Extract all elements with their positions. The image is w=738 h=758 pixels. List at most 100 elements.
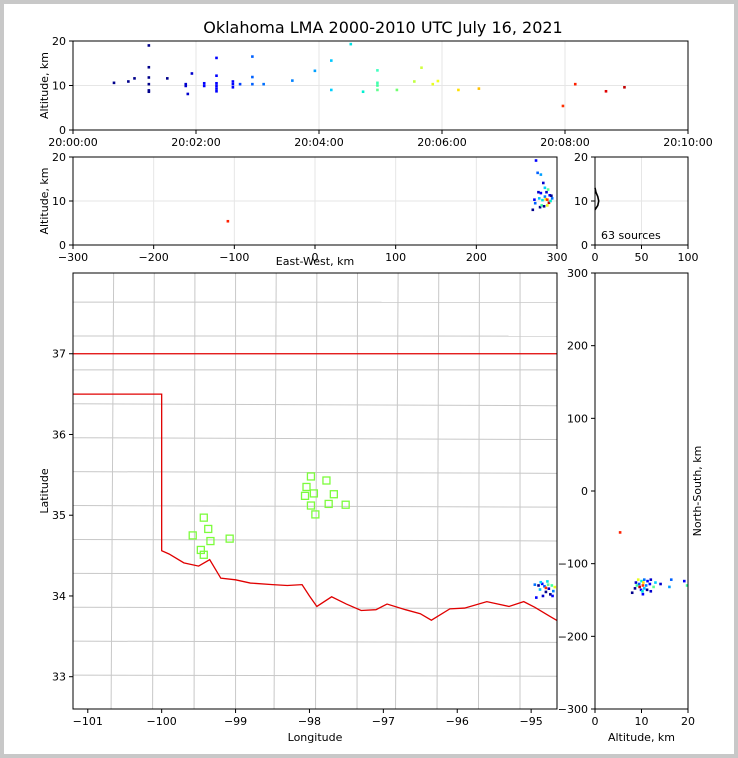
time-altitude-ylabel: Altitude, km [38, 52, 51, 119]
figure-title: Oklahoma LMA 2000-2010 UTC July 16, 2021 [203, 18, 562, 37]
time-altitude-point [330, 59, 333, 62]
time-altitude-point [251, 55, 254, 58]
altitude-northsouth-point [645, 588, 649, 592]
eastwest-altitude-point [537, 190, 540, 194]
lma-station-marker [302, 482, 311, 492]
eastwest-altitude-point [541, 198, 544, 202]
latitude-axis-tick-label: 34 [52, 590, 66, 603]
altitude-northsouth-point [637, 582, 641, 586]
lma-station-marker [311, 510, 320, 519]
eastwest-axis-tick-label: −100 [219, 251, 249, 264]
longitude-label: Longitude [288, 731, 343, 744]
plan-view-point [533, 583, 537, 586]
time-altitude-point [251, 82, 254, 86]
latitude-axis-tick-label: 35 [52, 509, 66, 522]
lma-station-marker [225, 534, 234, 543]
time-altitude-point [166, 77, 169, 80]
eastwest-altitude-point [226, 219, 230, 223]
time-altitude-point [238, 82, 242, 86]
time-altitude-point [313, 69, 317, 73]
altitude-xlabel: Altitude, km [608, 731, 675, 744]
eastwest-altitude-panel [72, 156, 558, 246]
county-line [110, 273, 115, 709]
time-altitude-point [215, 56, 218, 60]
eastwest-altitude-point [539, 191, 543, 195]
plan-view-point [544, 586, 548, 590]
time-altitude-point [420, 66, 423, 69]
time-altitude-point [147, 82, 151, 86]
time-altitude-point [376, 69, 379, 72]
altitude-northsouth-point [649, 578, 653, 581]
time-altitude-point [147, 76, 151, 79]
altitude-northsouth-point [642, 581, 645, 584]
eastwest-altitude-point [538, 205, 542, 209]
eastwest-altitude-point [550, 194, 553, 198]
plan-view-point [546, 580, 549, 583]
time-altitude-point [436, 79, 440, 83]
time-altitude-point [604, 89, 608, 93]
eastwest-altitude-point [546, 204, 549, 207]
altitude-northsouth-point [641, 584, 645, 587]
altitude-northsouth-point [641, 589, 644, 593]
lma-station-marker [188, 531, 197, 540]
altitude-northsouth-point [669, 578, 673, 581]
altitude-axis-mid-tick-label: 10 [52, 195, 66, 208]
lma-station-marker [322, 476, 331, 485]
eastwest-axis-tick-label: −200 [139, 251, 169, 264]
altitude-northsouth-point [682, 579, 686, 583]
time-altitude-point [623, 85, 626, 89]
eastwest-altitude-point [543, 195, 547, 198]
time-altitude-point [251, 75, 254, 79]
northsouth-axis-tick-label: −200 [558, 630, 588, 643]
time-altitude-point [376, 88, 379, 92]
plan-view-point [551, 594, 554, 598]
altitude-axis-mid-tick-label: 20 [52, 151, 66, 164]
histogram-panel [594, 156, 689, 246]
plan-view-point [541, 594, 545, 598]
histogram-altitude-axis-tick-label: 10 [574, 195, 588, 208]
longitude-axis-tick-label: −97 [372, 715, 395, 728]
histogram-count-axis-tick-label: 100 [678, 251, 699, 264]
time-altitude-point [457, 88, 460, 92]
lma-station-marker [309, 489, 319, 498]
altitude-northsouth-panel [594, 272, 689, 710]
longitude-axis-tick-label: −100 [147, 715, 177, 728]
eastwest-axis-tick-label: 0 [312, 251, 319, 264]
altitude-northsouth-point [630, 591, 634, 595]
eastwest-axis-tick-label: 100 [385, 251, 406, 264]
time-altitude-point [202, 81, 206, 85]
eastwest-altitude-point [545, 190, 548, 194]
oklahoma-border [73, 353, 557, 622]
altitude-northsouth-point [633, 587, 637, 590]
plan-view-point [552, 589, 555, 593]
county-line [273, 273, 277, 709]
eastwest-axis-tick-label: −300 [58, 251, 88, 264]
altitude-northsouth-point [640, 579, 643, 583]
altitude-northsouth-point [642, 578, 646, 581]
eastwest-altitude-ylabel: Altitude, km [38, 167, 51, 234]
eastwest-altitude-point [542, 204, 546, 208]
county-line [558, 273, 560, 709]
county-line [315, 273, 318, 709]
longitude-axis-tick-label: −98 [298, 715, 321, 728]
plan-view-point [547, 587, 551, 590]
time-altitude-point [215, 74, 218, 78]
time-altitude-point [215, 89, 218, 93]
time-altitude-point [186, 92, 190, 96]
time-altitude-point [215, 81, 218, 85]
county-line [73, 606, 557, 610]
eastwest-altitude-point [539, 173, 543, 176]
altitude-axis-top-tick-label: 10 [52, 80, 66, 93]
altitude-northsouth-point [642, 587, 646, 590]
time-axis-tick-label: 20:10:00 [663, 136, 712, 149]
northsouth-axis-tick-label: 200 [567, 340, 588, 353]
time-altitude-point [202, 84, 206, 88]
time-altitude-point [215, 84, 218, 88]
time-axis-tick-label: 20:06:00 [417, 136, 466, 149]
time-altitude-point [215, 87, 218, 90]
time-altitude-point [330, 88, 333, 92]
time-altitude-point [231, 82, 235, 86]
eastwest-axis-tick-label: 300 [547, 251, 568, 264]
county-line [395, 273, 399, 709]
altitude-axis-mid-tick-label: 0 [59, 239, 66, 252]
